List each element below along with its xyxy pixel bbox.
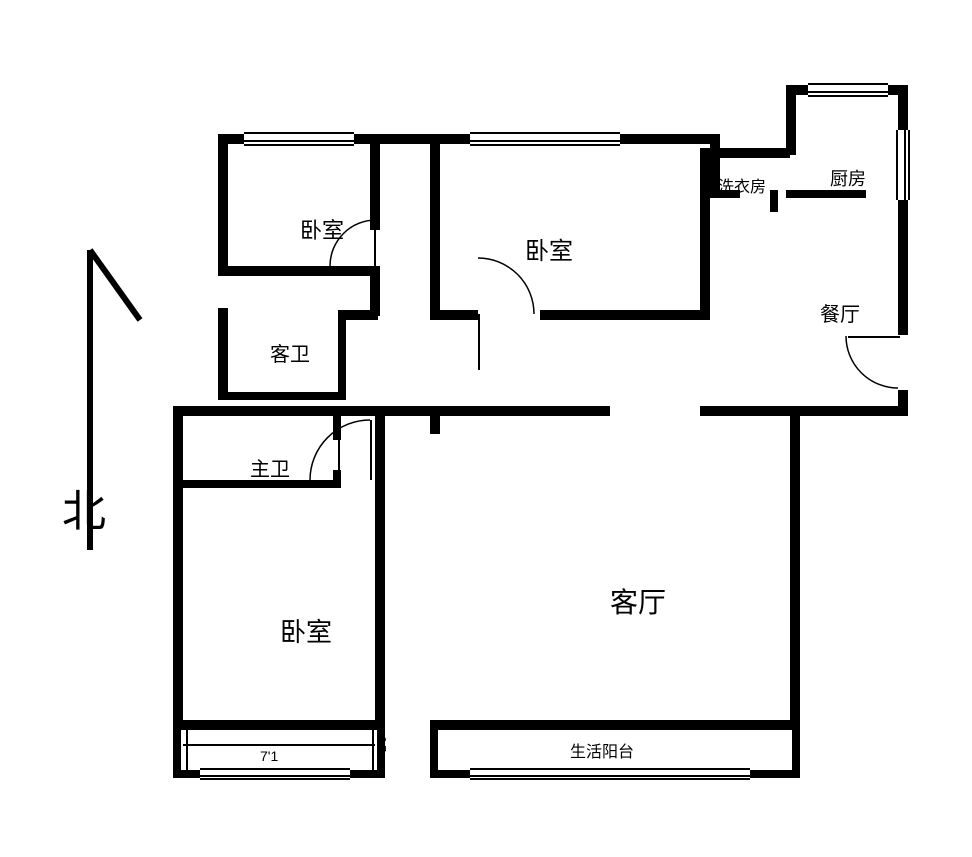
floor-plan: 北 卧室 卧室 洗衣房 厨房 餐厅 客卫 主卫 卧室 客厅 生活阳台 7'1 2… [0, 0, 972, 857]
door-arc-3 [0, 0, 972, 857]
